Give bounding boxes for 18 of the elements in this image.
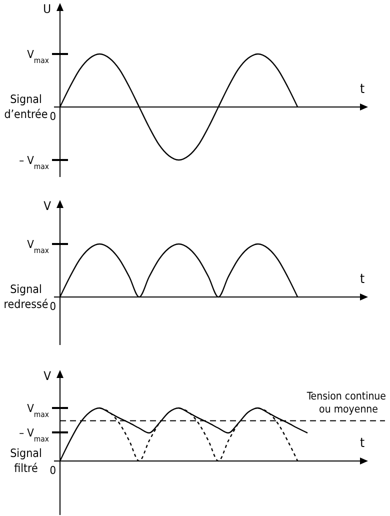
y-axis-title: V bbox=[44, 199, 52, 213]
y-axis-title: U bbox=[43, 2, 51, 16]
text: Signal filtré bbox=[10, 446, 42, 475]
ref-line-label: – V$_{max}$ bbox=[19, 426, 49, 443]
ref-line-label: V$_{max}$ bbox=[27, 238, 49, 254]
annotation: 0 bbox=[50, 110, 56, 123]
ref-line-label: – V$_{max}$ bbox=[19, 154, 49, 170]
ref-line-label: Tension continue ou moyenne bbox=[306, 390, 386, 416]
y-axis-title: V bbox=[44, 369, 52, 383]
ref-line-label: V$_{max}$ bbox=[27, 48, 49, 64]
x-axis-title: t bbox=[360, 272, 365, 287]
text: 0 bbox=[50, 464, 56, 477]
text: Signal d’entrée bbox=[4, 92, 48, 121]
x-axis-title: t bbox=[360, 82, 365, 97]
ref-line-label: V$_{max}$ bbox=[27, 402, 49, 418]
text: Signal redressé bbox=[4, 282, 48, 311]
text: 0 bbox=[50, 300, 56, 313]
x-axis-title: t bbox=[360, 436, 365, 451]
